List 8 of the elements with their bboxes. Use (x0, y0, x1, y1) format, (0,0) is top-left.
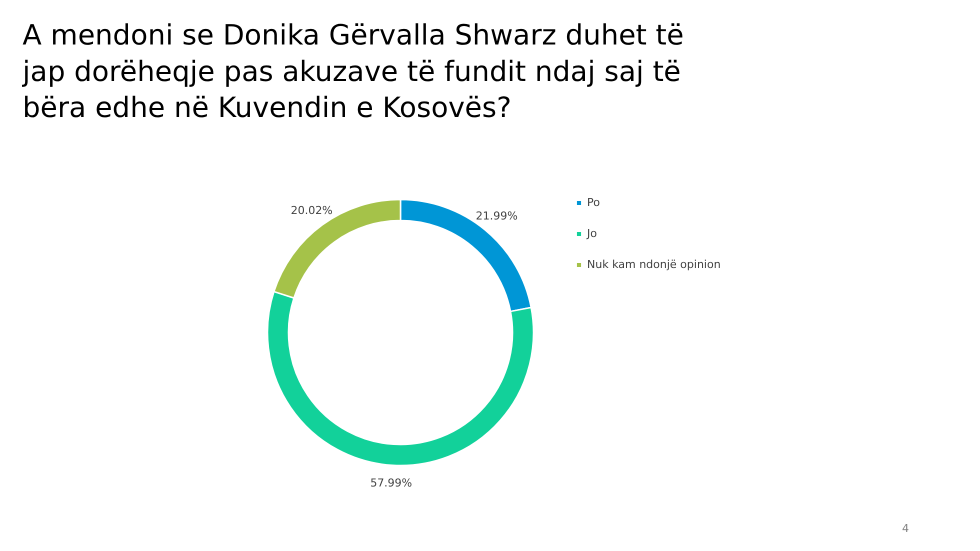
data-label: 20.02% (290, 204, 333, 217)
data-label: 57.99% (370, 476, 412, 490)
legend-label: Nuk kam ndonjë opinion (587, 258, 721, 271)
chart-title: A mendoni se Donika Gërvalla Shwarz duhet të jap dorëheqje pas akuzave të fundit ndaj saj të bëra edhe në Kuvendin e Kosovës? (22, 18, 684, 124)
data-label: 21.99% (476, 210, 518, 223)
legend-label: Jo (587, 227, 598, 240)
legend-label: Po (587, 196, 601, 209)
text: 4 (902, 522, 909, 535)
